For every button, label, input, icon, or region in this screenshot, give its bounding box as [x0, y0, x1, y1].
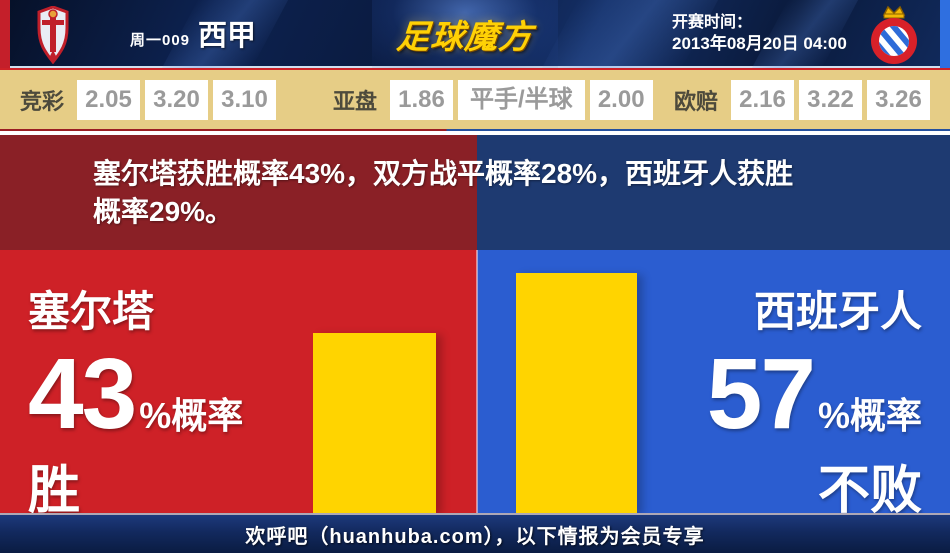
odds-value: 3.10 — [213, 79, 277, 120]
odds-label-yapan: 亚盘 — [333, 88, 378, 114]
odds-label-oupei: 欧赔 — [673, 88, 718, 114]
odds-underline — [0, 129, 950, 131]
summary-band: 塞尔塔获胜概率43%，双方战平概率28%，西班牙人获胜 概率29%。 — [0, 135, 950, 250]
home-team-name: 塞尔塔 — [28, 288, 155, 335]
odds-group-jingcai: 竞彩 2.05 3.20 3.10 — [20, 70, 277, 129]
home-percent-row: 43 %概率 — [28, 338, 308, 450]
odds-value: 2.00 — [589, 79, 653, 120]
summary-band-away-bg — [477, 135, 950, 250]
home-percent-suffix: %概率 — [139, 395, 244, 436]
home-probability-bar — [313, 333, 436, 513]
away-percent-row: 57 %概率 — [642, 338, 922, 450]
summary-line-1: 塞尔塔获胜概率43%，双方战平概率28%，西班牙人获胜 — [93, 158, 794, 189]
kickoff-label: 开赛时间： — [672, 14, 753, 31]
header: 周一009 西甲 足球魔方 开赛时间： 2013年08月20日 04:00 — [0, 0, 950, 68]
home-outcome-label: 胜 — [28, 462, 81, 520]
footer: 欢呼吧（huanhuba.com），以下情报为会员专享 — [0, 513, 950, 553]
half-divider — [476, 250, 478, 513]
summary-band-home-bg — [0, 135, 477, 250]
home-percent-value: 43 — [28, 338, 137, 450]
odds-bar: 竞彩 2.05 3.20 3.10 亚盘 1.86 平手/半球 2.00 欧赔 … — [0, 70, 950, 129]
home-color-strip — [0, 0, 10, 68]
odds-handicap: 平手/半球 — [458, 79, 585, 120]
footer-text: 欢呼吧（huanhuba.com），以下情报为会员专享 — [245, 525, 705, 548]
celta-crest-icon — [37, 6, 69, 64]
site-logo-text: 足球魔方 — [395, 18, 535, 55]
odds-value: 2.16 — [731, 79, 794, 120]
away-panel: 西班牙人 57 %概率 不败 — [642, 250, 922, 523]
odds-value: 2.05 — [77, 79, 141, 120]
probability-area: 塞尔塔 43 %概率 胜 西班牙人 57 %概率 不败 — [0, 250, 950, 520]
odds-group-yapan: 亚盘 1.86 平手/半球 2.00 — [333, 70, 653, 129]
kickoff-time-block: 开赛时间： 2013年08月20日 04:00 — [672, 12, 847, 54]
home-panel: 塞尔塔 43 %概率 胜 — [28, 250, 308, 523]
away-percent-value: 57 — [706, 338, 816, 450]
match-id: 周一009 西甲 — [130, 12, 256, 54]
odds-value: 3.22 — [799, 79, 862, 120]
away-color-strip — [940, 0, 950, 68]
prediction-summary: 塞尔塔获胜概率43%，双方战平概率28%，西班牙人获胜 概率29%。 — [93, 155, 893, 231]
espanyol-crest-icon — [871, 5, 917, 64]
odds-group-oupei: 欧赔 2.16 3.22 3.26 — [674, 70, 930, 129]
odds-value: 3.26 — [867, 79, 930, 120]
away-probability-bar — [516, 273, 637, 513]
away-percent-suffix: %概率 — [817, 395, 922, 436]
odds-value: 1.86 — [390, 79, 454, 120]
away-team-name: 西班牙人 — [753, 288, 922, 335]
kickoff-datetime: 2013年08月20日 04:00 — [672, 34, 847, 53]
odds-label-jingcai: 竞彩 — [20, 88, 65, 114]
odds-value: 3.20 — [145, 79, 209, 120]
site-logo: 足球魔方 — [372, 0, 558, 68]
away-outcome-label: 不败 — [817, 462, 922, 520]
divider-strip — [0, 131, 950, 135]
league-name: 西甲 — [198, 20, 257, 52]
match-number: 周一009 — [130, 32, 191, 49]
summary-line-2: 概率29%。 — [93, 196, 234, 227]
